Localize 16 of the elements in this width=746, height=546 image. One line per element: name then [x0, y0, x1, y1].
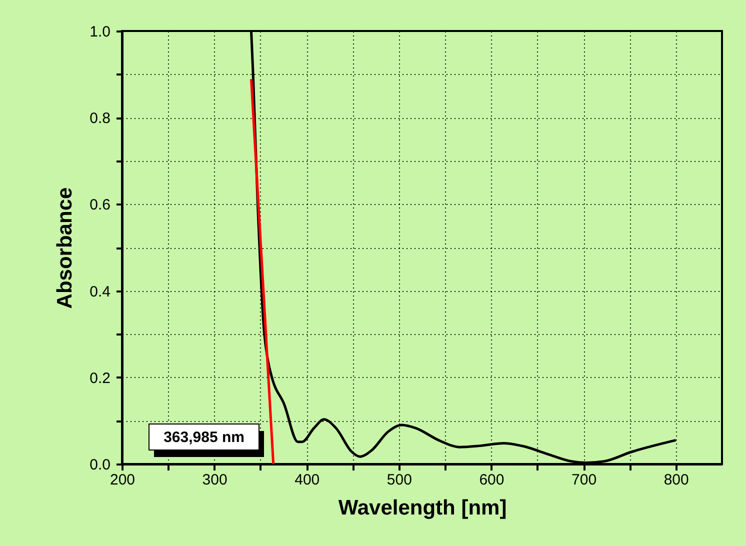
y-tick-label: 0.8: [90, 110, 110, 128]
x-tick-label: 600: [479, 472, 504, 488]
y-tick-label: 0.4: [90, 283, 110, 300]
annotation: 363,985 nm: [164, 429, 244, 446]
x-axis-title: Wavelength [nm]: [338, 496, 507, 520]
y-tick-label: 0.2: [90, 370, 110, 387]
y-axis-title: Absorbance: [54, 187, 77, 309]
y-tick-label: 0.0: [90, 456, 110, 474]
y-tick-label: 1.0: [90, 24, 110, 40]
y-tick-label: 0.6: [90, 196, 110, 214]
x-tick-label: 400: [294, 472, 320, 488]
x-tick-label: 500: [386, 472, 412, 488]
x-tick-label: 700: [572, 472, 597, 488]
x-tick-label: 800: [664, 472, 689, 488]
x-tick-label: 300: [202, 472, 228, 488]
x-tick-label: 200: [110, 472, 136, 488]
